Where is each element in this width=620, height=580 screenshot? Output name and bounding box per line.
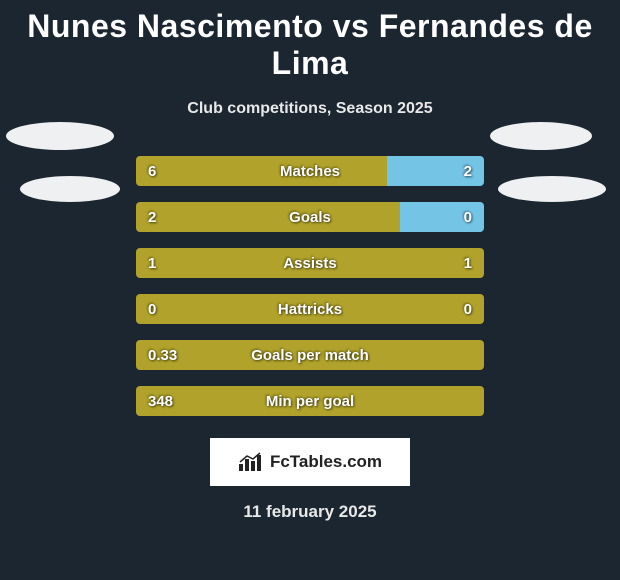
page-title: Nunes Nascimento vs Fernandes de Lima — [0, 0, 620, 82]
bar-track — [136, 156, 484, 186]
stat-row: Hattricks00 — [136, 294, 484, 324]
bar-left — [136, 202, 400, 232]
bar-track — [136, 202, 484, 232]
bar-left — [136, 156, 387, 186]
bar-track — [136, 248, 484, 278]
portrait-ellipse — [490, 122, 592, 150]
bar-track — [136, 294, 484, 324]
stat-row: Min per goal348 — [136, 386, 484, 416]
chart-icon — [238, 452, 264, 472]
bar-full — [136, 248, 484, 278]
date-label: 11 february 2025 — [0, 502, 620, 522]
stats-rows: Matches62 Goals20 Assists11 Hattricks00 Goal… — [0, 156, 620, 416]
bar-full — [136, 340, 484, 370]
bar-right — [387, 156, 484, 186]
subtitle: Club competitions, Season 2025 — [0, 100, 620, 118]
bar-full — [136, 294, 484, 324]
logo-box: FcTables.com — [210, 438, 410, 486]
bar-right — [400, 202, 484, 232]
portrait-ellipse — [6, 122, 114, 150]
stat-row: Goals per match0.33 — [136, 340, 484, 370]
bar-track — [136, 340, 484, 370]
bar-full — [136, 386, 484, 416]
stat-row: Goals20 — [136, 202, 484, 232]
stat-row: Matches62 — [136, 156, 484, 186]
stat-row: Assists11 — [136, 248, 484, 278]
bar-track — [136, 386, 484, 416]
logo-text: FcTables.com — [270, 452, 382, 472]
